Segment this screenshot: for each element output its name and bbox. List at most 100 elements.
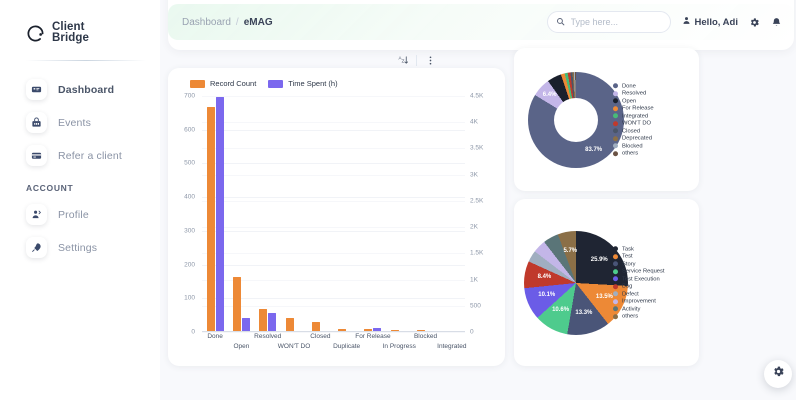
legend-item[interactable]: Task [613, 246, 689, 252]
y-axis-right-tick: 500 [470, 302, 481, 310]
bar-time-spent[interactable] [241, 318, 250, 332]
legend-label: Activity [622, 305, 641, 312]
sidebar-item-settings[interactable]: Settings [0, 231, 160, 264]
search-box[interactable] [546, 11, 671, 33]
x-axis-label: Done [207, 333, 223, 340]
legend-dot [613, 113, 618, 119]
bar-time-spent[interactable] [268, 313, 277, 332]
sidebar-section-title: ACCOUNT [26, 183, 74, 193]
bar-group[interactable] [439, 96, 465, 332]
bar-chart-plot [202, 96, 465, 333]
x-axis-label: Closed [310, 333, 331, 340]
legend-label: Defect [622, 290, 639, 297]
legend-label: Open [622, 97, 637, 104]
bar-record-count[interactable] [311, 321, 320, 332]
legend-item[interactable]: Test Execution [613, 276, 689, 282]
chart-toolbar: A Z [168, 52, 440, 68]
right-gutter [796, 0, 806, 400]
legend-item[interactable]: others [613, 150, 689, 156]
breadcrumb-current: eMAG [243, 16, 273, 28]
legend-item[interactable]: Closed [613, 128, 689, 134]
bar-record-count[interactable] [285, 317, 294, 332]
donut-hole [554, 97, 598, 142]
breadcrumb-parent[interactable]: Dashboard [182, 16, 231, 28]
legend-item[interactable]: WON'T DO [613, 120, 689, 126]
legend-item[interactable]: Deprecated [613, 135, 689, 141]
bar-record-count[interactable] [390, 329, 399, 332]
x-axis-slot: Blocked [412, 332, 438, 358]
gridline [202, 197, 465, 199]
x-axis-slot: Duplicate [333, 332, 360, 358]
pie-disc[interactable] [524, 230, 628, 335]
y-axis-left-tick: 700 [184, 92, 195, 100]
sidebar-item-profile[interactable]: Profile [0, 198, 160, 231]
x-axis-label: WON'T DO [277, 343, 311, 350]
sidebar-item-events[interactable]: Events [0, 106, 160, 139]
bar-time-spent[interactable] [215, 97, 224, 332]
bar-record-count[interactable] [206, 106, 215, 332]
legend-item[interactable]: Blocked [613, 143, 689, 149]
bar-record-count[interactable] [364, 328, 373, 332]
x-axis-slot: Integrated [437, 332, 466, 358]
legend-item[interactable]: Service Request [613, 268, 689, 274]
legend-label: Test Execution [622, 275, 660, 282]
bar-group[interactable] [255, 96, 281, 332]
gridline [202, 129, 465, 131]
sidebar-item-dashboard[interactable]: Dashboard [0, 73, 160, 106]
bar-group[interactable] [386, 96, 412, 332]
topbar-actions: Hello, Adi [546, 11, 782, 33]
gridline-minor [202, 200, 465, 202]
bar-group[interactable] [228, 96, 254, 332]
legend-item-time-spent[interactable]: Time Spent (h) [268, 79, 338, 88]
legend-item[interactable]: others [613, 313, 689, 319]
brand-logo[interactable]: Client Bridge [0, 0, 160, 44]
bar-group[interactable] [360, 96, 386, 332]
legend-item[interactable]: Test [613, 253, 689, 259]
bar-record-count[interactable] [232, 277, 241, 332]
bar-group[interactable] [412, 96, 438, 332]
legend-dot [613, 283, 618, 289]
bar-group[interactable] [202, 96, 228, 332]
gear-icon[interactable] [749, 17, 760, 28]
topbar: Dashboard / eMAG [168, 4, 794, 40]
legend-item[interactable]: Activity [613, 306, 689, 312]
events-icon [26, 112, 47, 133]
more-vertical-icon[interactable] [420, 52, 440, 68]
gridline-minor [202, 148, 465, 150]
user-greeting[interactable]: Hello, Adi [682, 16, 738, 28]
x-axis-slot: Done [202, 332, 228, 358]
legend-dot [613, 253, 618, 259]
legend-item-record-count[interactable]: Record Count [190, 79, 256, 88]
x-axis-label: For Release [355, 333, 391, 340]
search-input[interactable] [570, 17, 662, 27]
legend-item[interactable]: Done [613, 83, 689, 89]
sidebar-item-refer-a-client[interactable]: Refer a client [0, 139, 160, 172]
settings-fab-button[interactable] [764, 360, 792, 388]
bar-chart-y-axis-left: 0 100 200 300 400 500 600 700 [168, 92, 200, 336]
sort-alpha-icon[interactable]: A Z [393, 52, 413, 68]
sidebar-item-label: Dashboard [58, 83, 115, 96]
bar-record-count[interactable] [259, 309, 268, 332]
legend-item[interactable]: For Release [613, 105, 689, 111]
bar-record-count[interactable] [338, 328, 347, 332]
gridlines [202, 96, 465, 333]
legend-item[interactable]: Defect [613, 291, 689, 297]
legend-dot [613, 150, 618, 156]
legend-item[interactable]: Bug [613, 283, 689, 289]
legend-item[interactable]: Story [613, 261, 689, 267]
legend-dot [613, 135, 618, 141]
gear-icon [772, 365, 785, 383]
bell-icon[interactable] [771, 17, 782, 28]
bar-time-spent[interactable] [373, 327, 382, 332]
legend-item[interactable]: Resolved [613, 90, 689, 96]
legend-item[interactable]: Integrated [613, 113, 689, 119]
legend-item[interactable]: Improvement [613, 298, 689, 304]
x-axis-label: Blocked [413, 333, 438, 340]
legend-dot [613, 298, 618, 304]
legend-item[interactable]: Open [613, 98, 689, 104]
bar-group[interactable] [307, 96, 333, 332]
gridline [202, 264, 465, 266]
bar-group[interactable] [281, 96, 307, 332]
gridline-minor [202, 332, 465, 333]
bar-group[interactable] [333, 96, 359, 332]
